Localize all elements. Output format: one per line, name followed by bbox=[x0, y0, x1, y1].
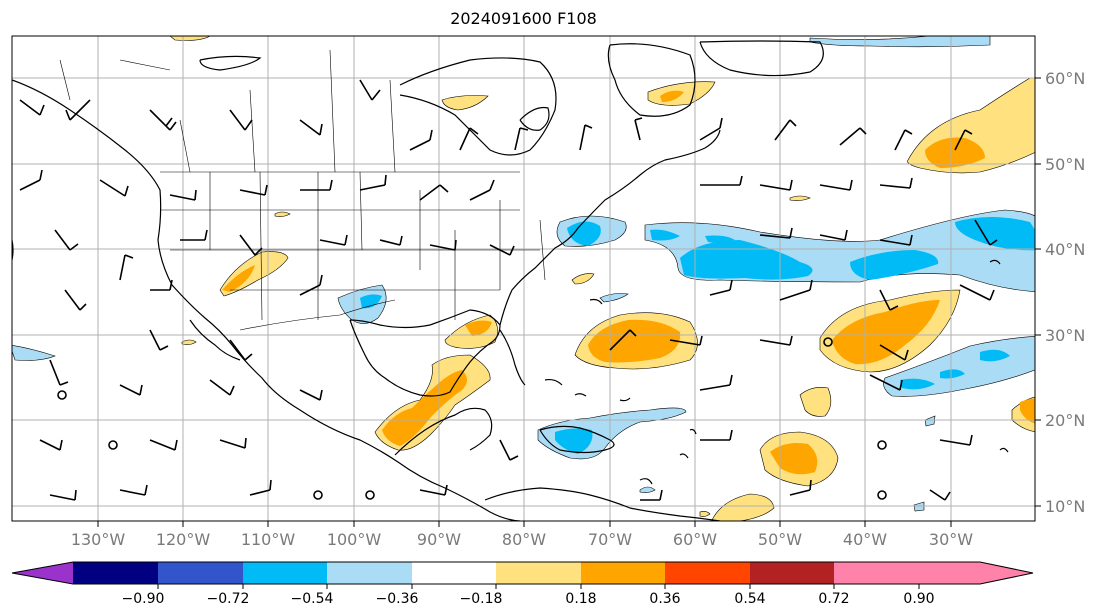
colorbar-segment bbox=[243, 562, 327, 584]
colorbar-segment bbox=[327, 562, 412, 584]
colorbar-segment bbox=[73, 562, 158, 584]
wind-barbs bbox=[19, 79, 998, 501]
coastlines bbox=[12, 40, 1009, 521]
colorbar-label: 0.36 bbox=[649, 591, 680, 607]
colorbar-label: 0.18 bbox=[565, 591, 596, 607]
lon-label: 120°W bbox=[156, 530, 211, 549]
colorbar-segment bbox=[665, 562, 750, 584]
colorbar-outline bbox=[11, 561, 1034, 585]
strong-positive-anomaly-fill bbox=[222, 90, 1035, 475]
colorbar-segment bbox=[158, 562, 243, 584]
lon-label: 40°W bbox=[843, 530, 887, 549]
lat-label: 50°N bbox=[1045, 155, 1085, 174]
colorbar-segment bbox=[496, 562, 581, 584]
lon-label: 30°W bbox=[929, 530, 973, 549]
lon-label: 80°W bbox=[502, 530, 546, 549]
colorbar-segment bbox=[581, 562, 665, 584]
lon-label: 90°W bbox=[417, 530, 461, 549]
colorbar-extend-high bbox=[919, 562, 1033, 584]
lon-label: 70°W bbox=[588, 530, 632, 549]
colorbar-ticks bbox=[157, 584, 920, 589]
colorbar-label: −0.18 bbox=[460, 591, 503, 607]
colorbar-segment bbox=[412, 562, 496, 584]
strong-negative-anomaly-fill bbox=[360, 217, 1035, 454]
lat-label: 60°N bbox=[1045, 69, 1085, 88]
lon-label: 50°W bbox=[758, 530, 802, 549]
colorbar-segment bbox=[834, 562, 919, 584]
lon-label: 110°W bbox=[241, 530, 296, 549]
lon-label: 100°W bbox=[327, 530, 382, 549]
lon-label: 60°W bbox=[673, 530, 717, 549]
lat-label: 10°N bbox=[1045, 497, 1085, 516]
lat-label: 20°N bbox=[1045, 411, 1085, 430]
lat-label: 40°N bbox=[1045, 240, 1085, 259]
colorbar-label: −0.90 bbox=[122, 591, 165, 607]
lon-label: 130°W bbox=[71, 530, 126, 549]
colorbar-segment bbox=[750, 562, 834, 584]
axis-ticks bbox=[97, 77, 1041, 527]
colorbar-label: 0.54 bbox=[734, 591, 765, 607]
colorbar-label: 0.90 bbox=[903, 591, 934, 607]
map-title: 2024091600 F108 bbox=[450, 9, 597, 28]
colorbar bbox=[11, 561, 1034, 585]
colorbar-label: 0.72 bbox=[818, 591, 849, 607]
political-boundaries bbox=[59, 49, 546, 331]
colorbar-label: −0.36 bbox=[376, 591, 419, 607]
lat-label: 30°N bbox=[1045, 326, 1085, 345]
colorbar-label: −0.72 bbox=[207, 591, 250, 607]
colorbar-extend-low bbox=[12, 562, 73, 584]
colorbar-label: −0.54 bbox=[291, 591, 334, 607]
